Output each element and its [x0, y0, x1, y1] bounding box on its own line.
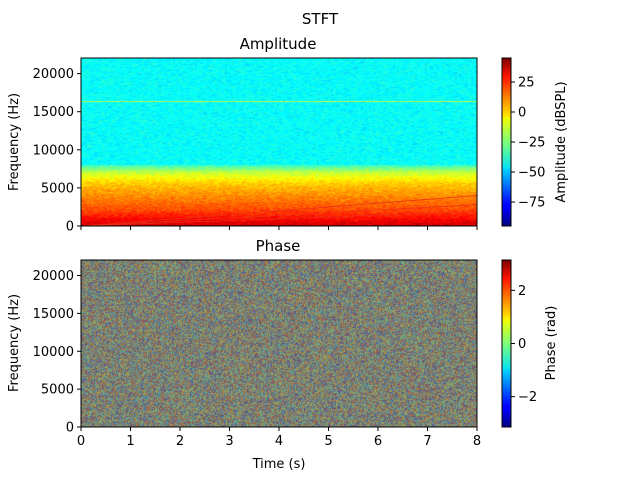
phase-x-tick-label: 2 — [176, 434, 184, 449]
phase-x-tick-label: 5 — [324, 434, 332, 449]
phase-colorbar-tick-label: 2 — [518, 284, 526, 299]
figure-title: STFT — [302, 10, 339, 28]
amplitude-colorbar-ticks: 25 0 −25 −50 −75 — [511, 76, 545, 211]
x-axis-label: Time (s) — [252, 457, 306, 472]
chirp-line-2 — [80, 211, 478, 227]
chirp-line-1 — [80, 204, 478, 227]
phase-x-tick-label: 4 — [275, 434, 283, 449]
amplitude-colorbar-label: Amplitude (dBSPL) — [554, 81, 569, 202]
amplitude-spectrogram — [81, 58, 477, 226]
phase-y-axis-label: Frequency (Hz) — [7, 294, 22, 392]
phase-x-tick-label: 7 — [423, 434, 431, 449]
amplitude-colorbar-tick-label: −75 — [518, 196, 545, 211]
phase-x-tick-label: 8 — [473, 434, 481, 449]
chirp-line-0 — [80, 195, 478, 227]
amplitude-x-ticks — [80, 226, 478, 230]
amplitude-y-ticks: 0 5000 10000 15000 20000 — [33, 67, 81, 235]
phase-y-tick-label: 10000 — [33, 345, 74, 360]
phase-x-ticks: 0 1 2 3 4 5 6 7 8 — [77, 427, 481, 449]
phase-colorbar-label: Phase (rad) — [544, 306, 559, 381]
phase-colorbar-ticks: 2 0 −2 — [511, 284, 537, 405]
amplitude-colorbar-tick-label: −25 — [518, 136, 545, 151]
phase-x-tick-label: 0 — [77, 434, 85, 449]
phase-spectrogram — [81, 260, 477, 427]
phase-y-tick-label: 20000 — [33, 269, 74, 284]
amplitude-colorbar-tick-label: −50 — [518, 166, 545, 181]
phase-colorbar-tick-label: −2 — [518, 390, 537, 405]
phase-x-tick-label: 6 — [374, 434, 382, 449]
amplitude-panel: Amplitude 0 5000 10000 15000 20000 Frequency… — [7, 35, 569, 235]
phase-title: Phase — [256, 237, 301, 255]
phase-y-tick-label: 0 — [66, 421, 74, 436]
amplitude-chirps — [80, 195, 478, 227]
phase-y-ticks: 0 5000 10000 15000 20000 — [33, 269, 81, 436]
phase-panel: Phase 0 5000 10000 15000 20000 0 1 2 3 4 5 6 7 8 Fre… — [7, 237, 559, 449]
amplitude-y-tick-label: 20000 — [33, 67, 74, 82]
amplitude-colorbar-tick-label: 25 — [518, 76, 535, 91]
amplitude-y-tick-label: 5000 — [41, 181, 74, 196]
phase-colorbar — [501, 259, 512, 428]
phase-x-tick-label: 1 — [126, 434, 134, 449]
amplitude-colorbar-tick-label: 0 — [518, 106, 526, 121]
amplitude-y-tick-label: 15000 — [33, 105, 74, 120]
amplitude-y-axis-label: Frequency (Hz) — [7, 93, 22, 191]
amplitude-y-tick-label: 10000 — [33, 143, 74, 158]
amplitude-colorbar — [501, 57, 512, 227]
phase-y-tick-label: 5000 — [41, 383, 74, 398]
phase-colorbar-tick-label: 0 — [518, 337, 526, 352]
phase-x-tick-label: 3 — [225, 434, 233, 449]
amplitude-y-tick-label: 0 — [66, 220, 74, 235]
amplitude-title: Amplitude — [240, 35, 317, 53]
phase-y-tick-label: 15000 — [33, 307, 74, 322]
